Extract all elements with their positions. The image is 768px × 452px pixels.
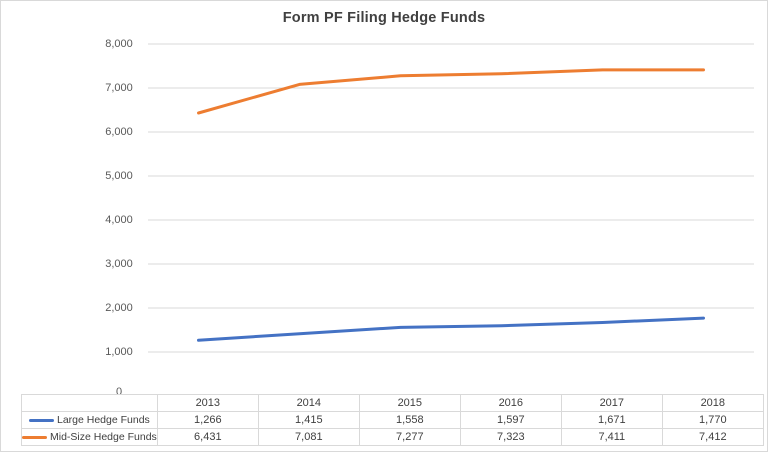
legend-label: Mid-Size Hedge Funds	[50, 431, 157, 443]
table-cell: 1,266	[156, 411, 259, 429]
table-cell: 1,597	[459, 411, 562, 429]
y-axis-tick-label: 0	[115, 385, 123, 398]
year-header: 2017	[560, 394, 663, 412]
table-cell: 7,323	[459, 428, 562, 446]
year-header: 2015	[358, 394, 461, 412]
table-cell: 7,411	[560, 428, 663, 446]
table-row-mid-size-hedge-funds: Mid-Size Hedge Funds 6,431 7,081 7,277 7…	[21, 428, 764, 446]
table-row-large-hedge-funds: Large Hedge Funds 1,266 1,415 1,558 1,59…	[21, 411, 764, 429]
y-axis-tick-label: 3,000	[105, 257, 133, 270]
table-cell: 7,277	[358, 428, 461, 446]
chart-title: Form PF Filing Hedge Funds	[282, 10, 486, 26]
year-header: 2018	[661, 394, 764, 412]
legend-line-marker-orange	[22, 435, 47, 439]
table-cell: 1,558	[358, 411, 461, 429]
legend-line-marker-blue	[28, 418, 54, 422]
y-axis-tick-label: 1,000	[105, 345, 133, 358]
legend-label: Large Hedge Funds	[56, 414, 150, 426]
table-cell: 1,671	[560, 411, 663, 429]
year-header: 2013	[156, 394, 259, 412]
y-axis-tick-label: 6,000	[105, 125, 133, 138]
y-axis-tick-label: 2,000	[105, 301, 133, 314]
y-axis-tick-label: 5,000	[105, 169, 133, 182]
year-header: 2014	[257, 394, 360, 412]
legend-cell-mid-size-hedge-funds: Mid-Size Hedge Funds	[21, 428, 158, 446]
table-header-row: 2013 2014 2015 2016 2017 2018	[21, 394, 764, 412]
y-axis-tick-label: 8,000	[105, 37, 133, 50]
table-cell: 1,770	[661, 411, 764, 429]
series-line-mid-size-hedge-funds	[197, 68, 705, 115]
y-axis-tick-label: 7,000	[105, 81, 133, 94]
legend-cell-large-hedge-funds: Large Hedge Funds	[21, 411, 158, 429]
table-cell: 7,081	[257, 428, 360, 446]
table-cell: 6,431	[156, 428, 259, 446]
data-table: 2013 2014 2015 2016 2017 2018 Large Hedg…	[21, 394, 764, 446]
y-axis-tick-label: 4,000	[105, 213, 133, 226]
table-cell: 1,415	[257, 411, 360, 429]
year-header: 2016	[459, 394, 562, 412]
table-cell: 7,412	[661, 428, 764, 446]
table-corner-cell	[21, 394, 158, 412]
series-line-large-hedge-funds	[197, 316, 705, 342]
